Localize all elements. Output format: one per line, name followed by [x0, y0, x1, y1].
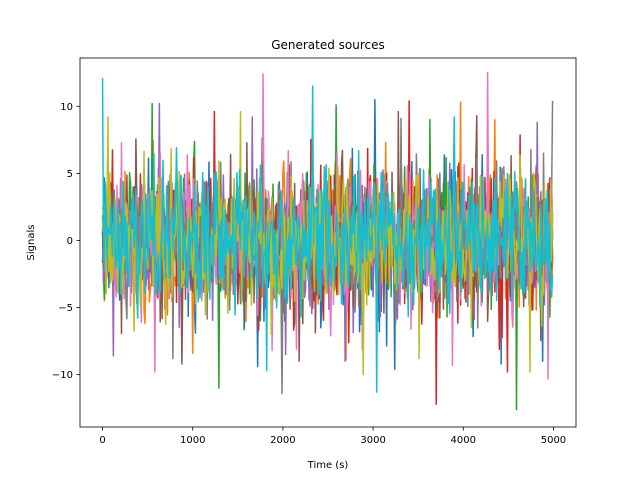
x-axis: 0 1000 2000 3000 4000 5000 [99, 427, 566, 446]
x-axis-label: Time (s) [307, 460, 349, 471]
x-tick-label: 5000 [541, 435, 566, 446]
x-tick-label: 2000 [270, 435, 295, 446]
y-tick-label: 0 [67, 236, 73, 247]
y-tick-label: −10 [52, 370, 73, 381]
y-tick-label: 5 [67, 169, 73, 180]
x-tick-label: 4000 [451, 435, 476, 446]
plot-frame [79, 57, 577, 428]
series-layer [101, 72, 554, 411]
x-tick-label: 1000 [180, 435, 205, 446]
y-tick-label: −5 [58, 303, 73, 314]
y-axis: −10 −5 0 5 10 [52, 102, 80, 381]
x-tick-label: 0 [99, 435, 105, 446]
signal-line-10 [101, 78, 554, 393]
x-tick-label: 3000 [360, 435, 385, 446]
y-axis-label: Signals [26, 225, 37, 261]
y-tick-label: 10 [60, 102, 73, 113]
chart-title: Generated sources [271, 38, 385, 52]
